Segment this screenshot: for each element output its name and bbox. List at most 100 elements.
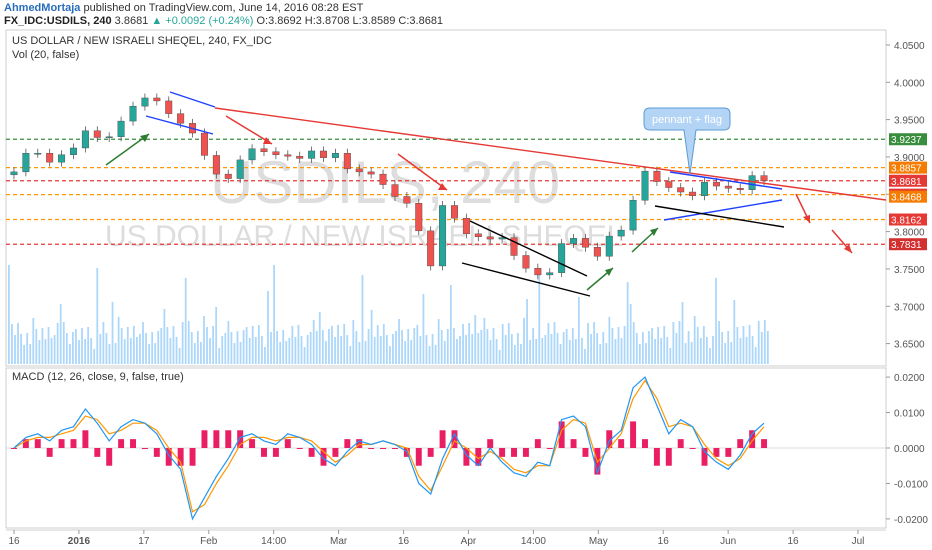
- volume-bar: [361, 275, 364, 364]
- volume-bar: [587, 323, 589, 364]
- histogram-bar: [94, 448, 101, 457]
- volume-bar: [175, 337, 178, 364]
- arrows: [105, 115, 853, 291]
- change-arrow-icon: ▲: [151, 15, 163, 27]
- histogram-bar: [642, 439, 648, 448]
- candle-body: [296, 155, 304, 159]
- wedge-bottom-line[interactable]: [461, 262, 591, 297]
- volume-bar: [675, 333, 678, 364]
- candle-body: [224, 173, 232, 179]
- chart-area[interactable]: USDILS, 240 US DOLLAR / NEW ISRAELI SHEQ…: [0, 28, 932, 550]
- high-value: H:3.8708: [304, 15, 350, 27]
- price-tag: [889, 190, 927, 203]
- macd-panel[interactable]: MACD (12, 26, close, 9, false, true) 0.0…: [5, 367, 928, 529]
- volume-bar: [379, 336, 382, 364]
- histogram-bar: [82, 430, 89, 448]
- histogram-bar: [296, 448, 303, 449]
- pennant-bottom-line[interactable]: [663, 199, 783, 221]
- volume-bar: [324, 341, 327, 364]
- volume-bar: [465, 335, 467, 364]
- candle-body: [701, 182, 708, 196]
- histogram-bar: [34, 439, 41, 448]
- volume-bar: [538, 272, 541, 364]
- volume-bar: [288, 338, 291, 364]
- author-link[interactable]: AhmedMortaja: [4, 2, 81, 14]
- volume-bar: [328, 329, 330, 364]
- histogram-bar: [475, 448, 482, 466]
- volume-bar: [547, 323, 550, 364]
- volume-bar: [431, 334, 434, 364]
- volume-bar: [611, 328, 614, 364]
- time-axis[interactable]: 16 2016 17 Feb 14:00 Mar 16 Apr 14:00 May 16 Jun 16 J…: [6, 529, 886, 547]
- volume-bar: [614, 339, 617, 364]
- histogram-bar: [308, 448, 315, 457]
- histogram-bar: [10, 448, 17, 449]
- flag-bottom-line[interactable]: [145, 115, 214, 135]
- flag-top-line[interactable]: [169, 91, 216, 108]
- volume-bar: [26, 333, 29, 364]
- histogram-bar: [225, 430, 232, 448]
- volume-bar: [242, 330, 245, 364]
- price-panel[interactable]: USDILS, 240 US DOLLAR / NEW ISRAELI SHEQ…: [5, 29, 927, 367]
- volume-bar: [123, 339, 126, 364]
- volume-bar: [373, 337, 376, 364]
- volume-bar: [169, 338, 172, 364]
- candle-body: [736, 188, 744, 190]
- volume-bar: [53, 335, 56, 364]
- volume-bar: [334, 337, 336, 364]
- macd-axis-label: -0.0100: [894, 479, 928, 490]
- volume-bar: [340, 336, 343, 364]
- price-axis-label: 4.0000: [894, 78, 925, 89]
- volume-bar: [565, 329, 568, 364]
- histogram-bar: [499, 448, 506, 457]
- histogram-bar: [522, 448, 529, 457]
- volume-bar: [736, 327, 739, 364]
- price-tag: [889, 213, 927, 226]
- volume-bar: [507, 323, 510, 364]
- volume-bar: [602, 332, 605, 364]
- volume-bar: [440, 330, 443, 364]
- histogram-bar: [130, 439, 136, 448]
- price-axis-label: 3.8000: [894, 228, 925, 239]
- volume-bar: [142, 322, 144, 364]
- wedge-top-line[interactable]: [469, 220, 588, 277]
- candle-body: [34, 152, 42, 155]
- candle-body: [570, 238, 578, 244]
- volume-bar: [581, 338, 583, 364]
- arrowhead-icon: [605, 268, 613, 276]
- volume-bar: [254, 337, 257, 364]
- volume-bar: [276, 331, 279, 364]
- volume-bar: [529, 340, 532, 364]
- pennant-top-line[interactable]: [669, 171, 783, 190]
- pennant-callout[interactable]: pennant + flag: [643, 107, 731, 175]
- volume-bar: [401, 330, 403, 364]
- volume-bar: [599, 344, 602, 364]
- volume-bar: [99, 334, 102, 364]
- volume-bar: [343, 324, 346, 364]
- descending-trendline[interactable]: [214, 107, 887, 201]
- volume-bar: [577, 297, 580, 364]
- macd-pane-title: MACD (12, 26, close, 9, false, true): [12, 371, 184, 383]
- volume-bar: [638, 344, 641, 364]
- volume-bar: [285, 341, 288, 364]
- volume-bar: [352, 320, 355, 364]
- candle-body: [522, 255, 530, 269]
- volume-bar: [14, 335, 16, 364]
- volume-bar: [760, 332, 763, 364]
- volume-bar: [620, 338, 623, 364]
- support-line[interactable]: [654, 205, 785, 228]
- volume-bar: [160, 328, 163, 364]
- candle-body: [117, 120, 125, 137]
- volume-bar: [355, 331, 358, 364]
- histogram-bar: [344, 439, 351, 448]
- histogram-bar: [249, 439, 256, 448]
- candle-body: [462, 217, 470, 235]
- histogram-bar: [272, 448, 279, 457]
- macd-axis[interactable]: 0.0200 0.0100 0.0000 -0.0100 -0.0200: [886, 373, 928, 526]
- volume-bar: [32, 318, 35, 364]
- symbol-label[interactable]: FX_IDC:USDILS, 240: [4, 15, 112, 27]
- candle-body: [129, 105, 137, 122]
- drawings[interactable]: [145, 91, 887, 297]
- volume-bar: [105, 333, 108, 364]
- volume-bar: [166, 327, 169, 364]
